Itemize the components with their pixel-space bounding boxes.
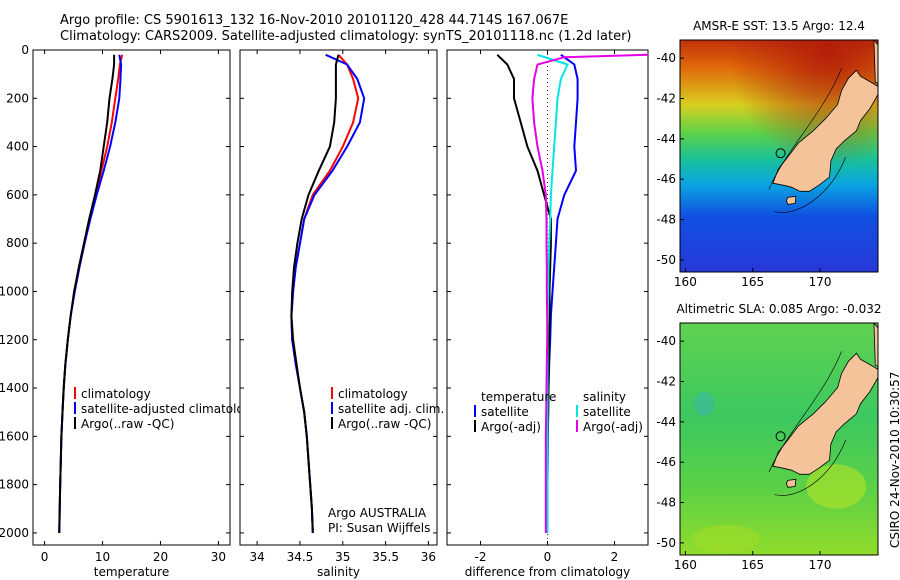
legend-label: satellite adj. clim.	[338, 402, 444, 416]
y-tick-label: -50	[656, 536, 676, 550]
contour-line	[768, 351, 842, 473]
map-frame	[679, 39, 879, 273]
annotation-line1: Argo AUSTRALIA	[328, 506, 427, 520]
land-stewart-island	[785, 478, 797, 488]
map-anomaly	[691, 524, 760, 553]
map-field	[680, 323, 878, 555]
plot-frame	[32, 49, 231, 546]
map-title: Altimetric SLA: 0.085 Argo: -0.032	[676, 302, 881, 316]
x-tick-label: 165	[741, 275, 764, 289]
map-content	[680, 40, 878, 272]
legend-label: Argo(-adj)	[481, 420, 541, 434]
y-tick-label: -46	[656, 455, 676, 469]
series-group	[496, 53, 648, 533]
map-panel-1: AMSR-E SST: 13.5 Argo: 12.4 160 165 170 -40 -…	[656, 19, 879, 289]
profile-panel-2: 34 34.5 35 35.5 36 salinity climatologysatelli…	[239, 49, 444, 579]
x-tick-label: 30	[211, 550, 226, 564]
legend-label: Argo(..raw -QC)	[338, 417, 431, 431]
map-field-overlay	[680, 40, 878, 272]
series-line	[537, 53, 569, 533]
x-tick-label: 160	[674, 275, 697, 289]
y-tick-label: -40	[656, 334, 676, 348]
legend-header: salinity	[583, 390, 626, 404]
x-axis-label: temperature	[94, 565, 169, 579]
y-tick-label: -48	[656, 496, 676, 510]
x-tick-label: 10	[95, 550, 110, 564]
figure-title-line2: Climatology: CARS2009. Satellite-adjuste…	[60, 29, 632, 44]
y-tick-label: 800	[6, 236, 29, 250]
series-line	[58, 54, 116, 533]
y-tick-label: -42	[656, 92, 676, 106]
x-tick-label: 20	[153, 550, 168, 564]
map-frame	[679, 322, 879, 556]
legend-label: climatology	[338, 387, 408, 401]
y-tick-label: 400	[6, 140, 29, 154]
annotation-line2: PI: Susan Wijffels	[328, 521, 430, 535]
y-tick-label: 1200	[0, 333, 29, 347]
contour-line	[768, 68, 842, 190]
legend-label: satellite	[481, 405, 529, 419]
y-tick-label: 1400	[0, 381, 29, 395]
plot-frame	[239, 49, 438, 546]
series-group	[58, 54, 124, 533]
land-north-island	[873, 40, 878, 84]
legend-label: climatology	[81, 387, 151, 401]
series-group	[290, 53, 366, 533]
y-tick-label: -46	[656, 172, 676, 186]
argo-location-marker	[775, 148, 786, 159]
y-tick-label: -42	[656, 375, 676, 389]
y-tick-label: 0	[21, 43, 29, 57]
map-panel-2: Altimetric SLA: 0.085 Argo: -0.032 160 165…	[656, 302, 881, 572]
x-tick-label: 2	[611, 550, 619, 564]
x-tick-label: 0	[41, 550, 49, 564]
profile-panel-1: 0 200 400 600 800 1000 1200 1400 1600 1800 2000 0 10…	[0, 43, 244, 579]
x-axis-label: difference from climatology	[465, 565, 631, 579]
y-tick-label: 600	[6, 188, 29, 202]
legend-label: Argo(..raw -QC)	[81, 417, 174, 431]
series-line	[290, 54, 340, 533]
legend-header: temperature	[481, 390, 556, 404]
legend-label: satellite	[583, 405, 631, 419]
map-title: AMSR-E SST: 13.5 Argo: 12.4	[693, 19, 865, 33]
land-south-island	[772, 69, 878, 192]
y-tick-label: 1800	[0, 478, 29, 492]
y-tick-label: 1600	[0, 429, 29, 443]
land-south-island	[772, 352, 878, 475]
y-tick-label: 200	[6, 91, 29, 105]
x-tick-label: 35	[335, 550, 350, 564]
y-tick-label: -48	[656, 213, 676, 227]
contour-line	[774, 439, 846, 496]
series-line	[531, 53, 648, 533]
y-tick-label: -40	[656, 51, 676, 65]
contour-line	[774, 156, 846, 213]
argo-location-marker	[775, 431, 786, 442]
y-tick-label: 1000	[0, 284, 29, 298]
y-tick-label: 2000	[0, 526, 29, 540]
land-stewart-island	[785, 195, 797, 205]
map-anomaly	[694, 391, 715, 416]
x-tick-label: 0	[544, 550, 552, 564]
x-tick-label: 36	[421, 550, 436, 564]
map-content	[680, 323, 878, 555]
x-tick-label: -2	[475, 550, 487, 564]
x-tick-label: 35.5	[372, 550, 399, 564]
y-tick-label: -44	[656, 132, 676, 146]
x-tick-label: 34.5	[287, 550, 314, 564]
legend-label: Argo(-adj)	[583, 420, 643, 434]
x-tick-label: 170	[809, 275, 832, 289]
y-tick-label: -50	[656, 253, 676, 267]
figure-title-line1: Argo profile: CS 5901613_132 16-Nov-2010…	[60, 13, 569, 28]
x-tick-label: 34	[249, 550, 264, 564]
map-anomaly	[806, 464, 867, 509]
x-tick-label: 165	[741, 558, 764, 572]
x-tick-label: 170	[809, 558, 832, 572]
y-tick-label: -44	[656, 415, 676, 429]
side-timestamp: CSIRO 24-Nov-2010 10:30:57	[888, 371, 900, 548]
x-tick-label: 160	[674, 558, 697, 572]
x-axis-label: salinity	[317, 565, 360, 579]
land-north-island	[873, 323, 878, 367]
legend-label: satellite-adjusted climatolo	[81, 402, 244, 416]
